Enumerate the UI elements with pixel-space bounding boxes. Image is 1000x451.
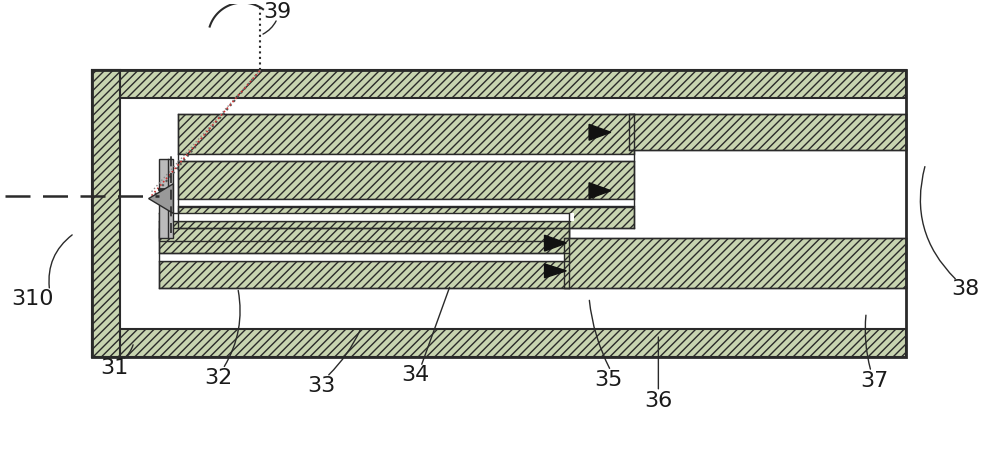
Text: 32: 32 (204, 367, 232, 387)
Polygon shape (589, 184, 611, 199)
Text: 39: 39 (263, 1, 291, 22)
Bar (159, 160, 173, 239)
Bar (178, 207, 634, 229)
Text: 31: 31 (100, 357, 128, 377)
Bar (159, 214, 574, 222)
Bar (92, 71, 120, 357)
Bar (159, 253, 574, 262)
Text: 33: 33 (308, 375, 336, 395)
Polygon shape (149, 184, 173, 214)
Bar (178, 155, 639, 163)
Bar (178, 199, 639, 207)
Text: 310: 310 (12, 288, 54, 308)
Polygon shape (545, 236, 566, 252)
Bar (178, 115, 634, 155)
Bar (159, 222, 569, 253)
Bar (92, 71, 906, 357)
Polygon shape (589, 125, 611, 141)
Bar (629, 115, 906, 151)
Bar (178, 161, 634, 199)
Bar (120, 98, 906, 330)
Text: 36: 36 (644, 390, 672, 410)
Bar (92, 71, 906, 98)
Bar (159, 262, 569, 288)
Text: 34: 34 (402, 364, 430, 384)
Text: 37: 37 (860, 370, 888, 390)
Bar (92, 330, 906, 357)
Text: 35: 35 (595, 369, 623, 389)
Bar (159, 229, 569, 242)
Text: 38: 38 (951, 278, 979, 298)
Polygon shape (545, 264, 566, 278)
Bar (564, 239, 906, 288)
